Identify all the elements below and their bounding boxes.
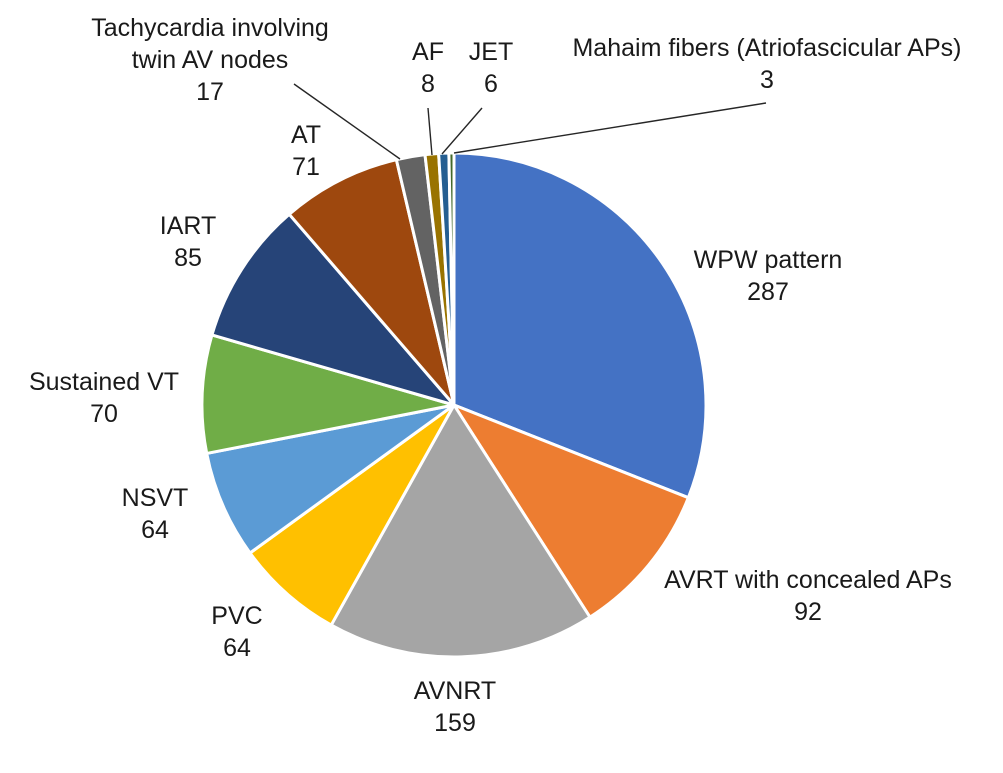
slice-label-jet: JET 6 bbox=[469, 38, 513, 98]
slice-value-text: 6 bbox=[484, 70, 498, 98]
slice-label-text: JET bbox=[469, 38, 513, 66]
slice-value-text: 71 bbox=[292, 153, 320, 181]
slice-label-text: Tachycardia involving bbox=[91, 14, 329, 42]
slice-label-af: AF 8 bbox=[412, 38, 444, 98]
slice-label-text: AT bbox=[291, 121, 321, 149]
slice-value-text: 64 bbox=[223, 634, 251, 662]
slice-label-text: IART bbox=[160, 212, 217, 240]
pie-slice-iart bbox=[210, 212, 456, 407]
slice-value-text: 92 bbox=[794, 598, 822, 626]
slice-label-nsvt: NSVT 64 bbox=[122, 484, 189, 544]
slice-value-text: 3 bbox=[760, 66, 774, 94]
slice-label-wpw-pattern: WPW pattern 287 bbox=[694, 246, 843, 306]
slice-value-text: 159 bbox=[434, 709, 476, 737]
slice-label-pvc: PVC 64 bbox=[211, 602, 262, 662]
pie-slice-at bbox=[287, 158, 456, 407]
slice-label-text: Sustained VT bbox=[29, 368, 179, 396]
leader-line-mahaim-fibers-atriofascicular-aps bbox=[453, 102, 767, 154]
slice-label-avnrt: AVNRT 159 bbox=[414, 677, 496, 737]
pie-slice-avrt-with-concealed-aps bbox=[452, 403, 690, 619]
slice-label-mahaim-fibers-atriofascicular-aps: Mahaim fibers (Atriofascicular APs) 3 bbox=[572, 34, 961, 94]
slice-label-text: twin AV nodes bbox=[132, 46, 289, 74]
slice-value-text: 8 bbox=[421, 70, 435, 98]
slice-value-text: 64 bbox=[141, 516, 169, 544]
slice-value-text: 287 bbox=[747, 278, 789, 306]
slice-label-at: AT 71 bbox=[291, 121, 321, 181]
pie-slice-mahaim-fibers-atriofascicular-aps bbox=[447, 151, 456, 407]
slice-label-text: WPW pattern bbox=[694, 246, 843, 274]
slice-label-iart: IART 85 bbox=[160, 212, 217, 272]
pie-slice-avnrt bbox=[329, 403, 592, 659]
slice-value-text: 70 bbox=[90, 400, 118, 428]
slice-value-text: 17 bbox=[196, 78, 224, 106]
leader-line-tachycardia-involving-twin-av-nodes bbox=[293, 83, 401, 160]
slice-label-tachycardia-involving-twin-av-nodes: Tachycardia involving twin AV nodes 17 bbox=[91, 14, 329, 106]
slice-label-sustained-vt: Sustained VT 70 bbox=[29, 368, 179, 428]
pie-slice-sustained-vt bbox=[200, 333, 456, 455]
leader-line-jet bbox=[441, 107, 483, 155]
slice-label-text: PVC bbox=[211, 602, 262, 630]
slice-label-text: AVRT with concealed APs bbox=[664, 566, 952, 594]
slice-label-text: AVNRT bbox=[414, 677, 496, 705]
leader-lines bbox=[293, 83, 767, 160]
leader-line-af bbox=[427, 107, 433, 156]
slice-label-avrt-with-concealed-aps: AVRT with concealed APs 92 bbox=[664, 566, 952, 626]
slice-label-text: Mahaim fibers (Atriofascicular APs) bbox=[572, 34, 961, 62]
slice-value-text: 85 bbox=[174, 244, 202, 272]
slice-label-text: NSVT bbox=[122, 484, 189, 512]
pie-slice-pvc bbox=[248, 403, 456, 627]
pie-slices bbox=[200, 151, 708, 659]
slice-label-text: AF bbox=[412, 38, 444, 66]
pie-slice-wpw-pattern bbox=[452, 151, 708, 500]
